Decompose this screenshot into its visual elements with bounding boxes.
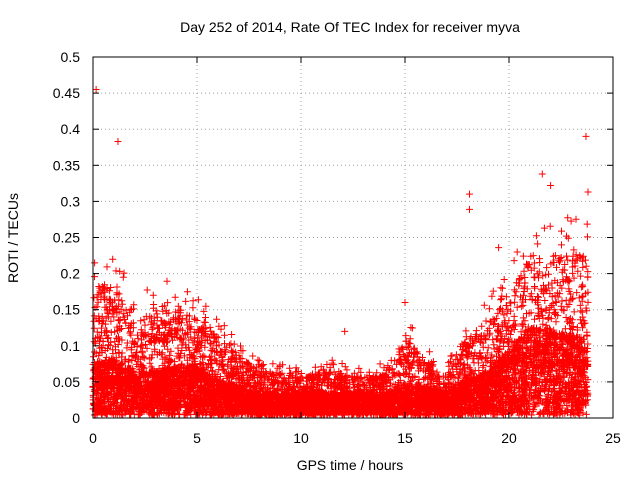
scatter-markers — [89, 214, 592, 419]
x-tick-label: 5 — [193, 430, 201, 446]
y-axis-label: ROTI / TECUs — [5, 193, 21, 283]
x-tick-label: 0 — [89, 430, 97, 446]
outlier-point — [538, 170, 546, 178]
y-tick-label: 0 — [72, 410, 80, 426]
axis-ticks — [92, 56, 614, 419]
y-tick-label: 0.2 — [61, 266, 81, 282]
outlier-point — [465, 205, 473, 213]
outlier-point — [465, 190, 473, 198]
data-points — [89, 85, 592, 419]
outlier-point — [401, 298, 409, 306]
x-tick-label: 25 — [605, 430, 621, 446]
outlier-point — [582, 132, 590, 140]
y-tick-label: 0.05 — [53, 374, 80, 390]
y-tick-label: 0.25 — [53, 230, 80, 246]
outlier-point — [341, 327, 349, 335]
y-tick-label: 0.1 — [61, 338, 81, 354]
outlier-point — [547, 182, 555, 190]
y-tick-label: 0.4 — [61, 121, 81, 137]
y-tick-label: 0.3 — [61, 193, 81, 209]
outlier-point — [92, 85, 100, 93]
x-axis-label: GPS time / hours — [297, 457, 404, 473]
x-tick-label: 15 — [397, 430, 413, 446]
x-tick-label: 10 — [293, 430, 309, 446]
y-tick-labels: 0 0.05 0.1 0.15 0.2 0.25 0.3 0.35 0.4 0.45 0.5 — [53, 49, 80, 426]
x-tick-label: 20 — [501, 430, 517, 446]
outlier-point — [584, 188, 592, 196]
y-tick-label: 0.15 — [53, 302, 80, 318]
y-tick-label: 0.35 — [53, 157, 80, 173]
outlier-point — [495, 244, 503, 252]
chart-title: Day 252 of 2014, Rate Of TEC Index for r… — [180, 19, 520, 35]
outlier-point — [114, 137, 122, 145]
y-tick-label: 0.5 — [61, 49, 81, 65]
y-tick-label: 0.45 — [53, 85, 80, 101]
x-tick-labels: 0 5 10 15 20 25 — [89, 430, 621, 446]
